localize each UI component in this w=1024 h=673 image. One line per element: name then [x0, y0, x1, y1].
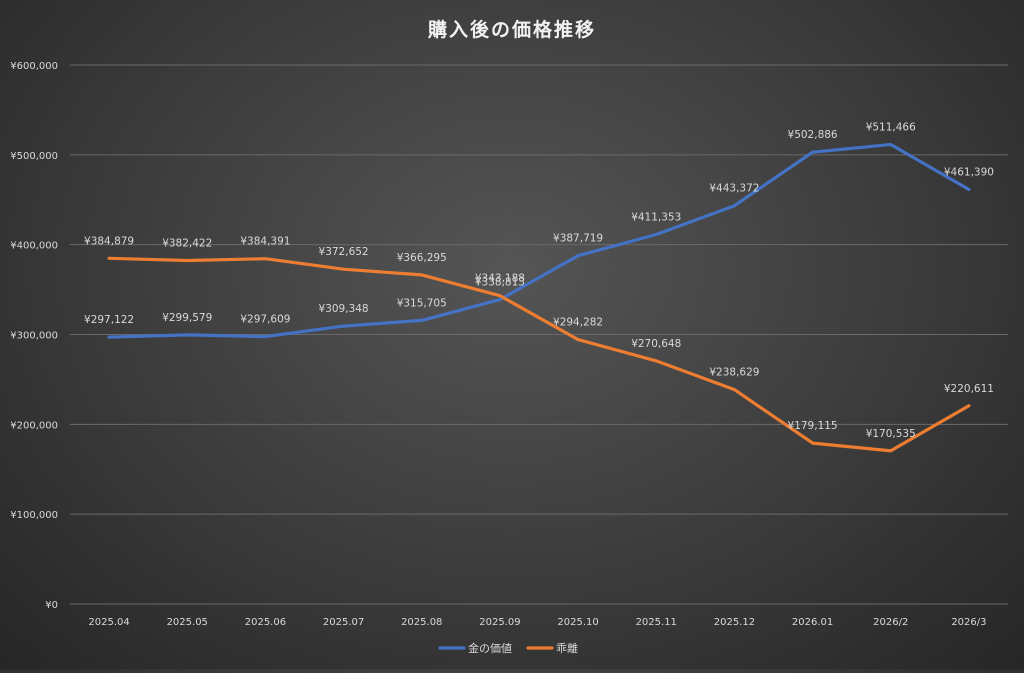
series-lines [107, 142, 971, 453]
data-label: ¥384,391 [240, 236, 290, 248]
data-label: ¥294,282 [553, 317, 603, 329]
x-tick-label: 2025.09 [479, 617, 520, 628]
x-tick-label: 2025.04 [88, 617, 129, 628]
y-tick-label: ¥200,000 [10, 420, 58, 431]
y-tick-label: ¥100,000 [10, 510, 58, 521]
data-label: ¥297,609 [240, 314, 290, 326]
y-axis-ticks: ¥0 ¥100,000 ¥200,000 ¥300,000 ¥400,000 ¥500,0… [10, 61, 58, 611]
y-tick-label: ¥300,000 [10, 331, 58, 342]
data-label: ¥387,719 [553, 233, 603, 245]
chart-title: 購入後の価格推移 [428, 18, 596, 41]
data-label: ¥338,813 [475, 277, 525, 289]
x-tick-label: 2025.05 [167, 617, 208, 628]
data-label: ¥343,188 [475, 273, 525, 285]
x-tick-label: 2025.08 [401, 617, 442, 628]
x-tick-label: 2026.01 [792, 617, 833, 628]
data-label: ¥315,705 [397, 297, 447, 309]
x-tick-label: 2025.11 [636, 617, 677, 628]
data-label: ¥366,295 [397, 252, 447, 264]
data-label: ¥411,353 [631, 211, 681, 223]
x-tick-label: 2026/2 [873, 617, 908, 628]
data-label: ¥384,879 [84, 235, 134, 247]
data-label: ¥372,652 [319, 246, 369, 258]
data-labels: ¥297,122 ¥299,579 ¥297,609 ¥309,348 ¥315,705… [84, 122, 994, 440]
series-line-2 [107, 256, 971, 453]
data-label: ¥502,886 [788, 129, 838, 141]
legend-label: 乖離 [556, 641, 578, 655]
data-label: ¥297,122 [84, 314, 134, 326]
legend: 金の価値 乖離 [438, 641, 578, 655]
x-tick-label: 2025.12 [714, 617, 755, 628]
data-label: ¥270,648 [631, 338, 681, 350]
y-tick-label: ¥600,000 [10, 61, 58, 72]
y-tick-label: ¥500,000 [10, 151, 58, 162]
y-tick-label: ¥0 [45, 600, 58, 611]
legend-label: 金の価値 [468, 641, 512, 655]
x-tick-label: 2025.07 [323, 617, 364, 628]
data-label: ¥299,579 [162, 312, 212, 324]
data-label: ¥511,466 [866, 122, 916, 134]
data-label: ¥170,535 [866, 428, 916, 440]
x-tick-label: 2026/3 [951, 617, 986, 628]
data-label: ¥443,372 [709, 183, 759, 195]
y-tick-label: ¥400,000 [10, 241, 58, 252]
x-tick-label: 2025.06 [245, 617, 286, 628]
data-label: ¥220,611 [944, 383, 994, 395]
data-label: ¥179,115 [788, 420, 838, 432]
data-label: ¥309,348 [319, 303, 369, 315]
data-label: ¥382,422 [162, 237, 212, 249]
data-label: ¥461,390 [944, 167, 994, 179]
data-label: ¥238,629 [709, 367, 759, 379]
series-line-1 [107, 142, 971, 339]
x-axis-ticks: 2025.04 2025.05 2025.06 2025.07 2025.08 2025.… [88, 617, 986, 628]
x-tick-label: 2025.10 [557, 617, 598, 628]
